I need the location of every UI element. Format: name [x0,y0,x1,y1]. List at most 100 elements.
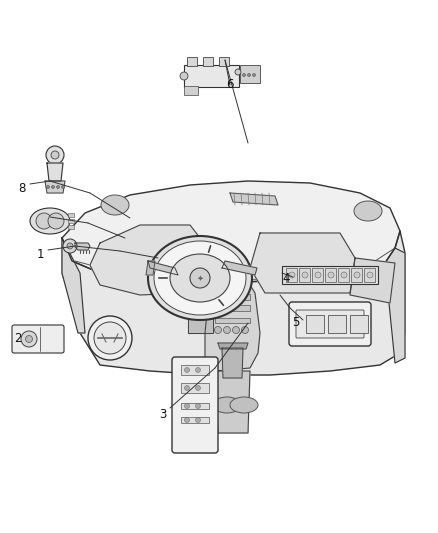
FancyBboxPatch shape [203,57,213,66]
Circle shape [195,385,201,391]
Circle shape [252,74,255,77]
Polygon shape [90,225,200,295]
Text: 8: 8 [18,182,26,195]
FancyBboxPatch shape [240,65,260,83]
Ellipse shape [154,241,246,315]
FancyBboxPatch shape [286,268,297,282]
Polygon shape [47,163,63,181]
Polygon shape [250,233,355,293]
Circle shape [302,272,308,278]
Ellipse shape [101,195,129,215]
Circle shape [195,367,201,373]
Circle shape [46,185,49,189]
FancyBboxPatch shape [312,268,323,282]
Text: 3: 3 [159,408,167,422]
FancyBboxPatch shape [68,225,74,229]
Polygon shape [146,261,155,275]
Circle shape [88,316,132,360]
Circle shape [94,322,126,354]
FancyBboxPatch shape [181,365,209,375]
FancyBboxPatch shape [338,268,349,282]
Polygon shape [350,258,395,303]
Polygon shape [218,343,248,349]
Circle shape [180,72,188,80]
FancyBboxPatch shape [328,315,346,333]
FancyBboxPatch shape [181,403,209,409]
FancyBboxPatch shape [351,268,362,282]
Polygon shape [188,318,213,333]
FancyBboxPatch shape [181,417,209,423]
Ellipse shape [230,397,258,413]
Polygon shape [230,193,278,205]
Circle shape [67,243,73,249]
FancyBboxPatch shape [184,86,198,95]
Text: ✦: ✦ [197,273,204,282]
Circle shape [315,272,321,278]
FancyBboxPatch shape [215,294,250,300]
Circle shape [51,151,59,159]
Circle shape [243,74,246,77]
Polygon shape [45,181,65,193]
Circle shape [63,239,77,253]
Circle shape [233,327,240,334]
Circle shape [195,417,201,423]
Ellipse shape [354,201,382,221]
Ellipse shape [148,236,252,320]
Ellipse shape [170,254,230,302]
Ellipse shape [48,213,64,229]
Polygon shape [205,285,260,371]
Circle shape [235,69,241,75]
FancyBboxPatch shape [325,268,336,282]
Circle shape [46,146,64,164]
Circle shape [21,331,37,347]
Circle shape [184,417,190,423]
Circle shape [241,327,248,334]
Text: 2: 2 [14,332,22,344]
FancyBboxPatch shape [68,219,74,223]
Text: 4: 4 [282,271,290,285]
Circle shape [195,403,201,408]
FancyBboxPatch shape [289,302,371,346]
Circle shape [367,272,373,278]
FancyBboxPatch shape [364,268,375,282]
Polygon shape [222,261,257,275]
Circle shape [341,272,347,278]
Circle shape [289,272,295,278]
FancyBboxPatch shape [306,315,324,333]
FancyBboxPatch shape [184,65,239,87]
FancyBboxPatch shape [181,383,209,393]
Polygon shape [62,181,400,283]
Circle shape [247,74,251,77]
Circle shape [57,185,60,189]
Circle shape [223,327,230,334]
Circle shape [52,185,54,189]
FancyBboxPatch shape [296,310,364,338]
Circle shape [184,385,190,391]
FancyBboxPatch shape [219,57,229,66]
Circle shape [190,268,210,288]
Ellipse shape [213,397,241,413]
Circle shape [328,272,334,278]
Circle shape [184,403,190,408]
Circle shape [61,185,64,189]
Polygon shape [62,238,85,333]
Circle shape [215,327,222,334]
Circle shape [25,335,32,343]
Circle shape [354,272,360,278]
Text: 5: 5 [292,317,300,329]
FancyBboxPatch shape [12,325,64,353]
Polygon shape [385,248,405,363]
Circle shape [184,367,190,373]
FancyBboxPatch shape [68,213,74,217]
Text: 6: 6 [226,78,234,92]
Polygon shape [62,231,405,375]
Text: 1: 1 [36,248,44,262]
FancyBboxPatch shape [350,315,368,333]
Ellipse shape [36,213,52,229]
FancyBboxPatch shape [187,57,197,66]
Ellipse shape [30,208,70,234]
FancyBboxPatch shape [299,268,310,282]
FancyBboxPatch shape [282,266,378,284]
FancyBboxPatch shape [215,305,250,311]
Polygon shape [148,261,178,275]
